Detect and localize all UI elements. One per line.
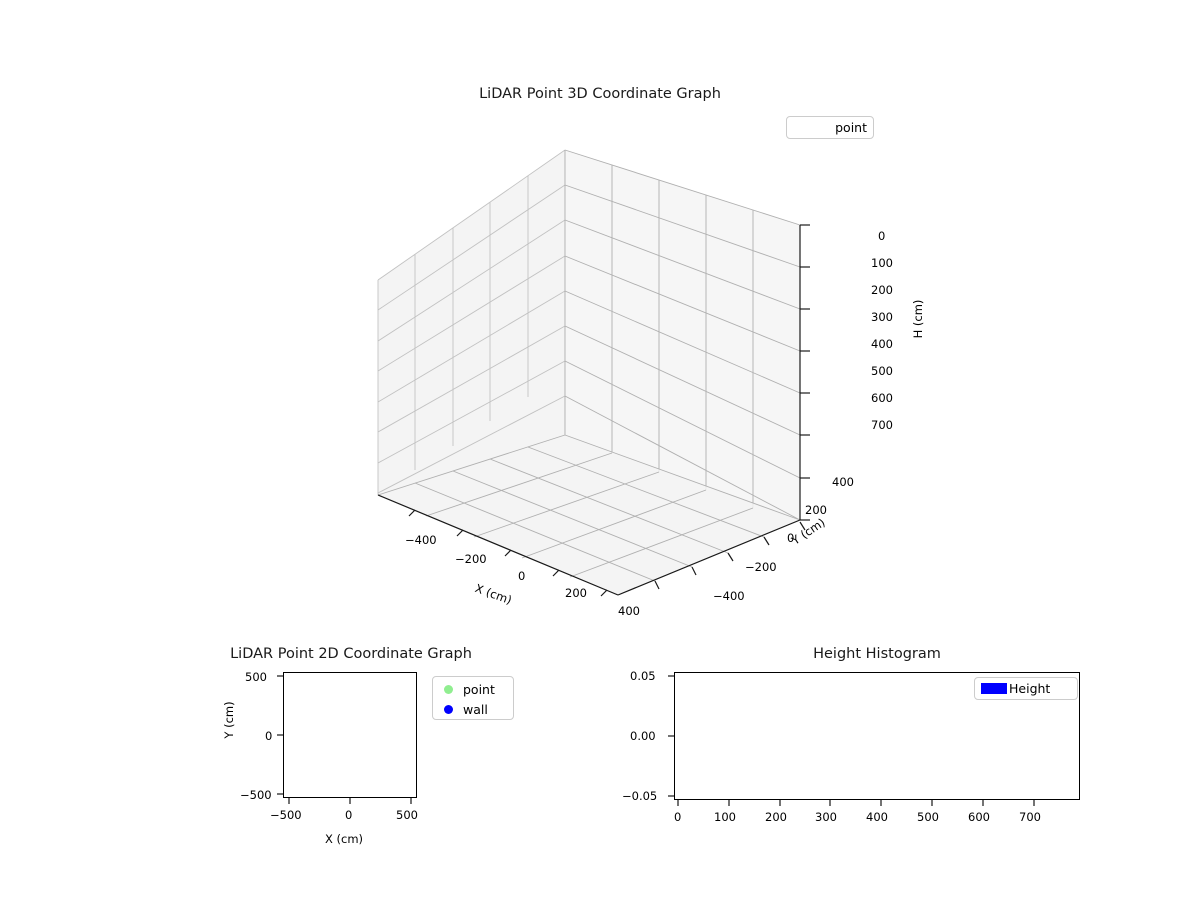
plot3d-ytick-4: 400	[832, 475, 854, 489]
histogram-xtick-4: 400	[866, 810, 888, 824]
plot3d-legend[interactable]: point	[786, 116, 874, 139]
histogram-ytick-1: 0.00	[630, 729, 656, 743]
plot3d-ytick-3: 200	[805, 503, 827, 517]
histogram-xtick-6: 600	[968, 810, 990, 824]
plot3d-axes[interactable]: .pane { fill:#f2f2f2; fill-opacity:0.85;…	[300, 140, 920, 640]
plot3d-xtick-3: 200	[565, 586, 587, 600]
histogram-xtick-3: 300	[815, 810, 837, 824]
plot2d-xtick-1: 0	[345, 808, 353, 822]
plot3d-y-ticks	[654, 521, 806, 590]
plot3d-back-pane	[564, 149, 801, 521]
plot2d-ytick-2: −500	[240, 788, 272, 802]
plot3d-title: LiDAR Point 3D Coordinate Graph	[479, 86, 721, 102]
histogram-xtick-2: 200	[765, 810, 787, 824]
point-marker-icon	[433, 684, 463, 694]
plot3d-legend-label-point: point	[835, 120, 867, 135]
histogram-xtick-7: 700	[1019, 810, 1041, 824]
plot2d-ytick-0: 500	[245, 670, 267, 684]
plot2d-legend-row-point: point	[433, 679, 509, 699]
plot2d-title: LiDAR Point 2D Coordinate Graph	[230, 646, 472, 662]
plot2d-xtick-2: 500	[396, 808, 418, 822]
plot3d-ytick-2: 0	[787, 531, 795, 545]
plot3d-xtick-1: −200	[455, 552, 487, 566]
plot3d-ztick-2: 200	[871, 283, 893, 297]
wall-marker-icon	[433, 704, 463, 714]
histogram-xtick-1: 100	[714, 810, 736, 824]
plot3d-ztick-3: 300	[871, 310, 893, 324]
plot2d-legend-row-wall: wall	[433, 699, 509, 719]
plot3d-ztick-1: 100	[871, 256, 893, 270]
plot3d-canvas: .pane { fill:#f2f2f2; fill-opacity:0.85;…	[377, 149, 810, 597]
histogram-ytick-0: 0.05	[630, 669, 656, 683]
plot2d-axes[interactable]	[283, 672, 417, 798]
plot2d-legend-label-wall: wall	[463, 701, 488, 717]
plot3d-ztick-6: 600	[871, 391, 893, 405]
plot3d-ytick-1: −200	[745, 560, 777, 574]
histogram-xtick-0: 0	[674, 810, 682, 824]
histogram-legend-row-height: Height	[979, 679, 1050, 699]
histogram-legend-label-height: Height	[1009, 681, 1051, 696]
plot3d-zaxis-label: H (cm)	[911, 299, 925, 339]
histogram-ytick-2: −0.05	[622, 789, 658, 803]
plot3d-ztick-0: 0	[878, 229, 886, 243]
plot3d-ztick-4: 400	[871, 337, 893, 351]
histogram-title: Height Histogram	[813, 646, 941, 662]
histogram-xtick-5: 500	[917, 810, 939, 824]
histogram-legend[interactable]: Height	[974, 677, 1078, 700]
plot2d-ytick-1: 0	[265, 729, 273, 743]
plot3d-x-ticks	[408, 509, 608, 597]
plot3d-axis-spines	[377, 225, 801, 596]
plot3d-xtick-2: 0	[518, 569, 526, 583]
plot2d-yaxis-label: Y (cm)	[222, 701, 236, 739]
plot2d-legend-label-point: point	[463, 681, 495, 697]
plot2d-legend[interactable]: point wall	[432, 676, 514, 720]
plot2d-xtick-0: −500	[270, 808, 302, 822]
plot3d-z-ticks	[800, 224, 810, 521]
plot3d-ztick-5: 500	[871, 364, 893, 378]
plot3d-ztick-7: 700	[871, 418, 893, 432]
height-patch-icon	[979, 683, 1009, 694]
plot3d-xtick-0: −400	[405, 533, 437, 547]
plot3d-xtick-4: 400	[618, 604, 640, 618]
plot2d-xaxis-label: X (cm)	[325, 832, 364, 846]
plot3d-ytick-0: −400	[713, 589, 745, 603]
plot3d-left-pane	[377, 149, 566, 495]
